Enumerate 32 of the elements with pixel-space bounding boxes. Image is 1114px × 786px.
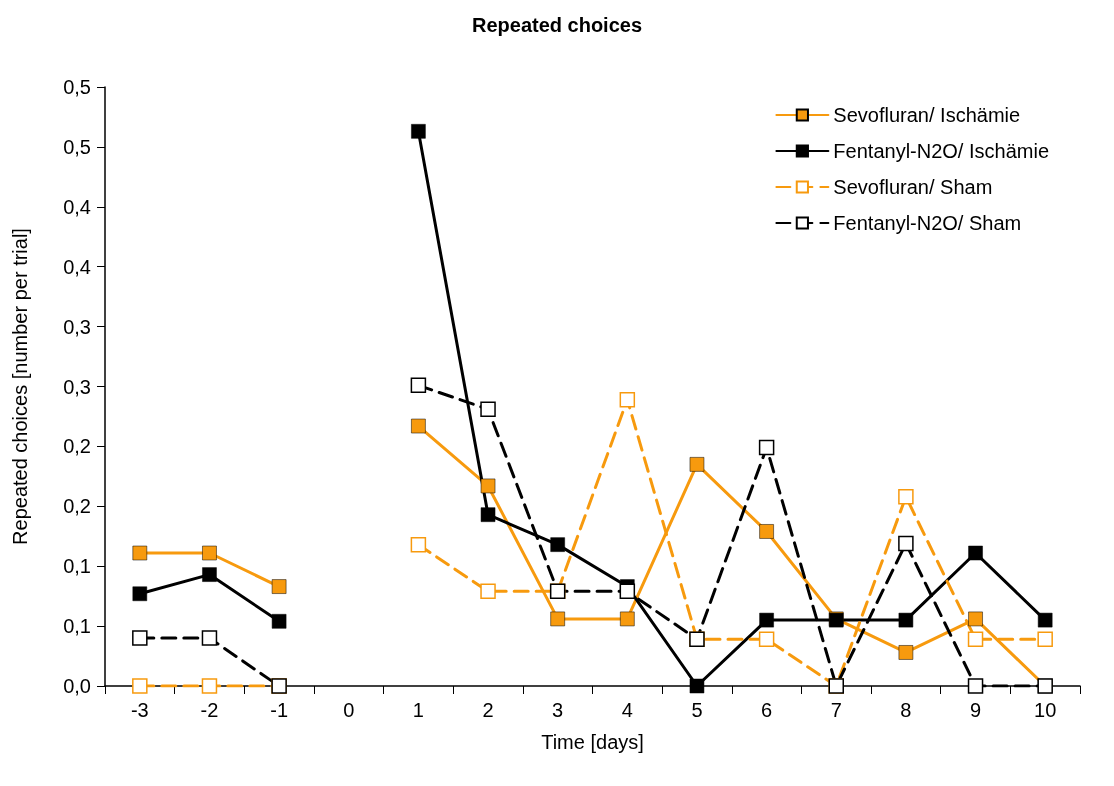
y-tick-label: 0,1 [63,555,91,578]
y-tick-label: 0,1 [63,615,91,638]
x-tick-label: 8 [900,699,912,721]
x-tick-label: -3 [130,699,149,721]
x-tick-label: -2 [200,699,219,721]
y-tick-label: 0,4 [63,255,91,278]
legend-label: Fentanyl-N2O/ Sham [833,212,1022,234]
y-axis-title: Repeated choices [number per trial] [9,228,31,545]
legend-label: Fentanyl-N2O/ Ischämie [833,140,1050,162]
x-tick-label: 3 [552,699,564,721]
chart-title: Repeated choices [471,14,643,36]
x-tick-label: 7 [830,699,842,721]
x-tick-label: 10 [1034,699,1057,721]
y-tick-label: 0,0 [63,675,91,697]
x-tick-label: 5 [691,699,703,721]
x-tick-label: 6 [761,699,773,721]
y-tick-label: 0,2 [63,435,91,458]
y-tick-label: 0,4 [63,195,91,218]
y-tick-label: 0,3 [63,315,91,338]
x-tick-label: 9 [969,699,982,721]
y-tick-label: 0,3 [63,375,91,398]
x-tick-label: 2 [482,699,494,721]
legend-label: Sevofluran/ Ischämie [833,104,1021,126]
y-tick-label: 0,5 [63,135,91,158]
x-axis-title: Time [days] [541,731,644,753]
x-tick-label: 1 [412,699,424,721]
x-tick-label: -1 [270,699,289,721]
x-tick-label: 0 [343,699,355,721]
y-tick-label: 0,2 [63,495,91,518]
y-tick-label: 0,5 [63,76,91,98]
legend-label: Sevofluran/ Sham [833,176,993,198]
x-tick-label: 4 [621,699,633,721]
